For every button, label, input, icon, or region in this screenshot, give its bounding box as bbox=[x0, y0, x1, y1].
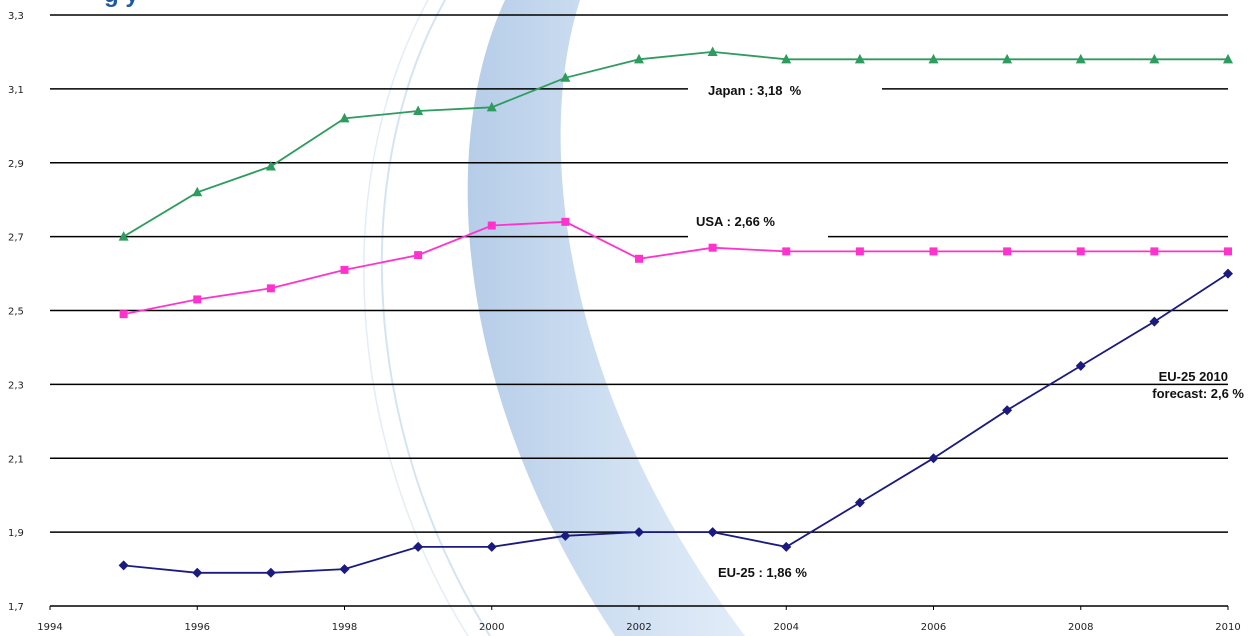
data-point-japan bbox=[854, 53, 865, 64]
data-point-japan bbox=[1002, 53, 1013, 64]
data-point-japan bbox=[1223, 53, 1233, 64]
x-tick-label: 2004 bbox=[774, 622, 799, 633]
data-point-eu-25 bbox=[265, 567, 276, 578]
annotation-usa: USA : 2,66 % bbox=[696, 214, 775, 229]
data-point-eu-25 bbox=[413, 541, 424, 552]
data-point-usa bbox=[119, 310, 128, 319]
data-point-japan bbox=[560, 72, 571, 82]
data-point-eu-25 bbox=[781, 541, 792, 552]
series-japan bbox=[118, 46, 1233, 241]
data-point-usa bbox=[708, 243, 717, 252]
data-point-japan bbox=[1149, 53, 1160, 64]
data-point-eu-25 bbox=[634, 527, 644, 538]
x-tick-label: 1996 bbox=[185, 622, 210, 633]
data-point-usa bbox=[487, 221, 496, 230]
data-point-usa bbox=[266, 284, 275, 293]
y-axis-ticks: 1,7 1,9 2,1 2,3 2,5 2,7 2,9 3,1 3,3 bbox=[8, 11, 24, 613]
data-point-eu-25 bbox=[339, 564, 350, 575]
data-point-japan bbox=[339, 112, 350, 123]
y-tick-label: 1,9 bbox=[8, 528, 24, 539]
annotation-forecast-line1: EU-25 2010 bbox=[1159, 369, 1228, 384]
y-tick-label: 2,5 bbox=[8, 307, 24, 318]
annotations: Japan : 3,18 % USA : 2,66 % EU-25 : 1,86… bbox=[696, 83, 1244, 580]
data-point-japan bbox=[928, 53, 939, 64]
data-point-eu-25 bbox=[118, 560, 129, 571]
y-gridlines bbox=[50, 14, 1228, 607]
x-tick-label: 1994 bbox=[37, 622, 62, 633]
data-point-usa bbox=[855, 247, 864, 256]
background-swoosh bbox=[363, 0, 745, 636]
y-tick-label: 2,7 bbox=[8, 233, 24, 244]
y-tick-label: 3,3 bbox=[8, 11, 24, 22]
data-point-usa bbox=[929, 247, 938, 256]
data-point-japan bbox=[486, 101, 497, 112]
x-tick-label: 2006 bbox=[921, 622, 946, 633]
data-point-eu-25 bbox=[192, 567, 203, 578]
series-usa bbox=[119, 217, 1232, 319]
data-point-usa bbox=[1150, 247, 1159, 256]
data-point-japan bbox=[634, 53, 644, 64]
annotation-eu: EU-25 : 1,86 % bbox=[718, 565, 807, 580]
series-line-usa bbox=[123, 220, 1228, 316]
header-title-fragment: g y bbox=[104, 0, 139, 8]
y-tick-label: 1,7 bbox=[8, 602, 24, 613]
annotation-backgrounds bbox=[688, 80, 882, 244]
data-point-usa bbox=[1224, 247, 1232, 256]
series-eu-25 bbox=[118, 268, 1233, 578]
data-point-usa bbox=[782, 247, 791, 256]
data-point-eu-25 bbox=[1002, 405, 1013, 416]
y-tick-label: 2,3 bbox=[8, 380, 24, 391]
data-point-eu-25 bbox=[928, 453, 939, 464]
data-point-usa bbox=[414, 251, 423, 260]
x-tick-label: 2008 bbox=[1068, 622, 1093, 633]
x-tick-label: 2010 bbox=[1215, 622, 1240, 633]
annotation-japan: Japan : 3,18 % bbox=[708, 83, 802, 98]
data-point-eu-25 bbox=[1075, 360, 1086, 371]
data-point-usa bbox=[635, 254, 643, 263]
data-point-japan bbox=[118, 231, 129, 241]
data-point-eu-25 bbox=[560, 530, 571, 541]
data-point-japan bbox=[265, 160, 276, 171]
data-point-eu-25 bbox=[486, 541, 497, 552]
data-point-eu-25 bbox=[1223, 268, 1233, 279]
data-point-japan bbox=[781, 53, 792, 64]
y-tick-label: 3,1 bbox=[8, 85, 24, 96]
x-tick-label: 1998 bbox=[332, 622, 357, 633]
series-line-eu-25 bbox=[123, 272, 1229, 574]
x-axis-ticks: 1994 1996 1998 2000 2002 2004 2006 2008 2010 bbox=[37, 606, 1241, 633]
data-point-usa bbox=[561, 217, 570, 226]
annotation-forecast-line2: forecast: 2,6 % bbox=[1152, 386, 1244, 401]
series-line-japan bbox=[123, 50, 1228, 238]
data-point-japan bbox=[707, 46, 718, 56]
x-tick-label: 2000 bbox=[479, 622, 504, 633]
x-tick-label: 2002 bbox=[626, 622, 651, 633]
data-point-japan bbox=[1075, 53, 1086, 64]
data-point-eu-25 bbox=[854, 497, 865, 508]
series-layer bbox=[118, 46, 1233, 578]
data-point-usa bbox=[340, 265, 349, 274]
data-point-usa bbox=[193, 295, 202, 304]
y-tick-label: 2,1 bbox=[8, 454, 24, 465]
data-point-japan bbox=[413, 105, 424, 116]
data-point-usa bbox=[1003, 247, 1012, 256]
data-point-japan bbox=[192, 186, 203, 197]
data-point-eu-25 bbox=[1149, 316, 1160, 327]
y-tick-label: 2,9 bbox=[8, 159, 24, 170]
data-point-eu-25 bbox=[707, 527, 718, 538]
data-point-usa bbox=[1076, 247, 1085, 256]
